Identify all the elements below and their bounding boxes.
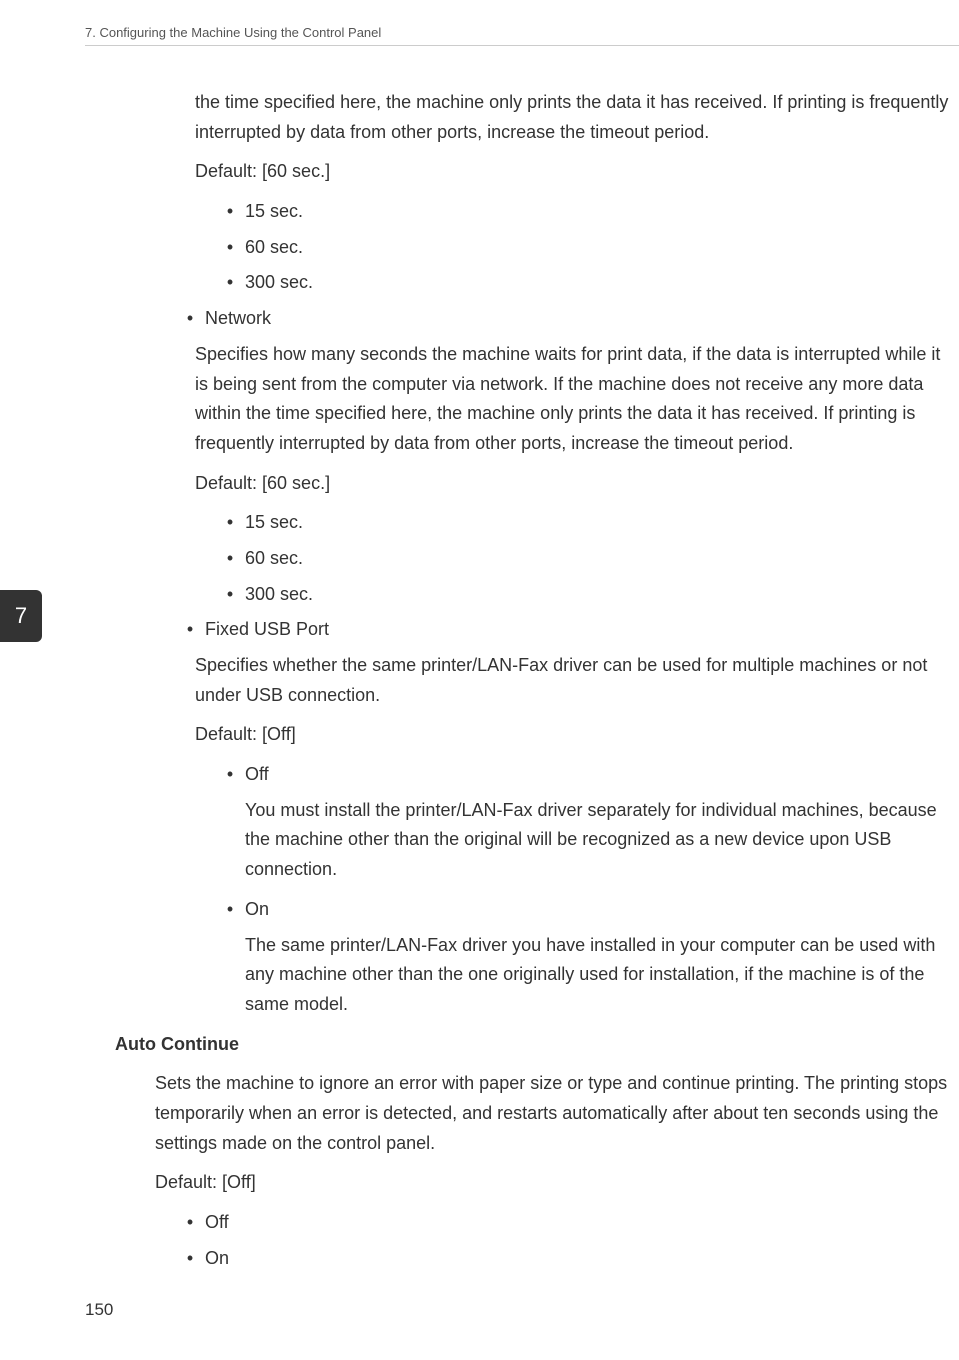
network-label: Network bbox=[205, 304, 959, 334]
bullet-icon: • bbox=[215, 268, 245, 298]
off-label: Off bbox=[245, 760, 959, 790]
option-text: 300 sec. bbox=[245, 268, 959, 298]
intro-paragraph: the time specified here, the machine onl… bbox=[195, 88, 949, 147]
bullet-icon: • bbox=[215, 233, 245, 263]
list-item: • 15 sec. bbox=[215, 197, 959, 227]
on-label: On bbox=[245, 895, 959, 925]
default-text: Default: [Off] bbox=[155, 1168, 949, 1198]
list-item: • Off bbox=[175, 1208, 959, 1238]
bullet-icon: • bbox=[175, 1208, 205, 1238]
list-item: • Fixed USB Port bbox=[175, 615, 959, 645]
list-item: • On bbox=[175, 1244, 959, 1274]
list-item: • 60 sec. bbox=[215, 233, 959, 263]
bullet-icon: • bbox=[215, 895, 245, 925]
fixed-usb-label: Fixed USB Port bbox=[205, 615, 959, 645]
auto-continue-heading: Auto Continue bbox=[115, 1030, 959, 1060]
option-text: 60 sec. bbox=[245, 233, 959, 263]
on-label: On bbox=[205, 1244, 959, 1274]
list-item: • 300 sec. bbox=[215, 268, 959, 298]
bullet-icon: • bbox=[215, 544, 245, 574]
bullet-icon: • bbox=[175, 1244, 205, 1274]
default-text: Default: [60 sec.] bbox=[195, 157, 949, 187]
list-item: • 15 sec. bbox=[215, 508, 959, 538]
page-header: 7. Configuring the Machine Using the Con… bbox=[85, 25, 381, 40]
default-text: Default: [Off] bbox=[195, 720, 949, 750]
header-divider bbox=[85, 45, 959, 46]
bullet-icon: • bbox=[215, 760, 245, 790]
bullet-icon: • bbox=[215, 197, 245, 227]
fixed-usb-description: Specifies whether the same printer/LAN-F… bbox=[195, 651, 949, 710]
list-item: • On bbox=[215, 895, 959, 925]
list-item: • 60 sec. bbox=[215, 544, 959, 574]
page-content: the time specified here, the machine onl… bbox=[85, 88, 959, 1279]
list-item: • Network bbox=[175, 304, 959, 334]
bullet-icon: • bbox=[215, 508, 245, 538]
option-text: 60 sec. bbox=[245, 544, 959, 574]
bullet-icon: • bbox=[175, 615, 205, 645]
option-text: 15 sec. bbox=[245, 197, 959, 227]
default-text: Default: [60 sec.] bbox=[195, 469, 949, 499]
bullet-icon: • bbox=[175, 304, 205, 334]
network-description: Specifies how many seconds the machine w… bbox=[195, 340, 949, 459]
bullet-icon: • bbox=[215, 580, 245, 610]
chapter-tab: 7 bbox=[0, 590, 42, 642]
page-number: 150 bbox=[85, 1300, 113, 1320]
list-item: • 300 sec. bbox=[215, 580, 959, 610]
option-text: 15 sec. bbox=[245, 508, 959, 538]
option-text: 300 sec. bbox=[245, 580, 959, 610]
list-item: • Off bbox=[215, 760, 959, 790]
on-description: The same printer/LAN-Fax driver you have… bbox=[245, 931, 949, 1020]
auto-continue-description: Sets the machine to ignore an error with… bbox=[155, 1069, 949, 1158]
off-description: You must install the printer/LAN-Fax dri… bbox=[245, 796, 949, 885]
off-label: Off bbox=[205, 1208, 959, 1238]
